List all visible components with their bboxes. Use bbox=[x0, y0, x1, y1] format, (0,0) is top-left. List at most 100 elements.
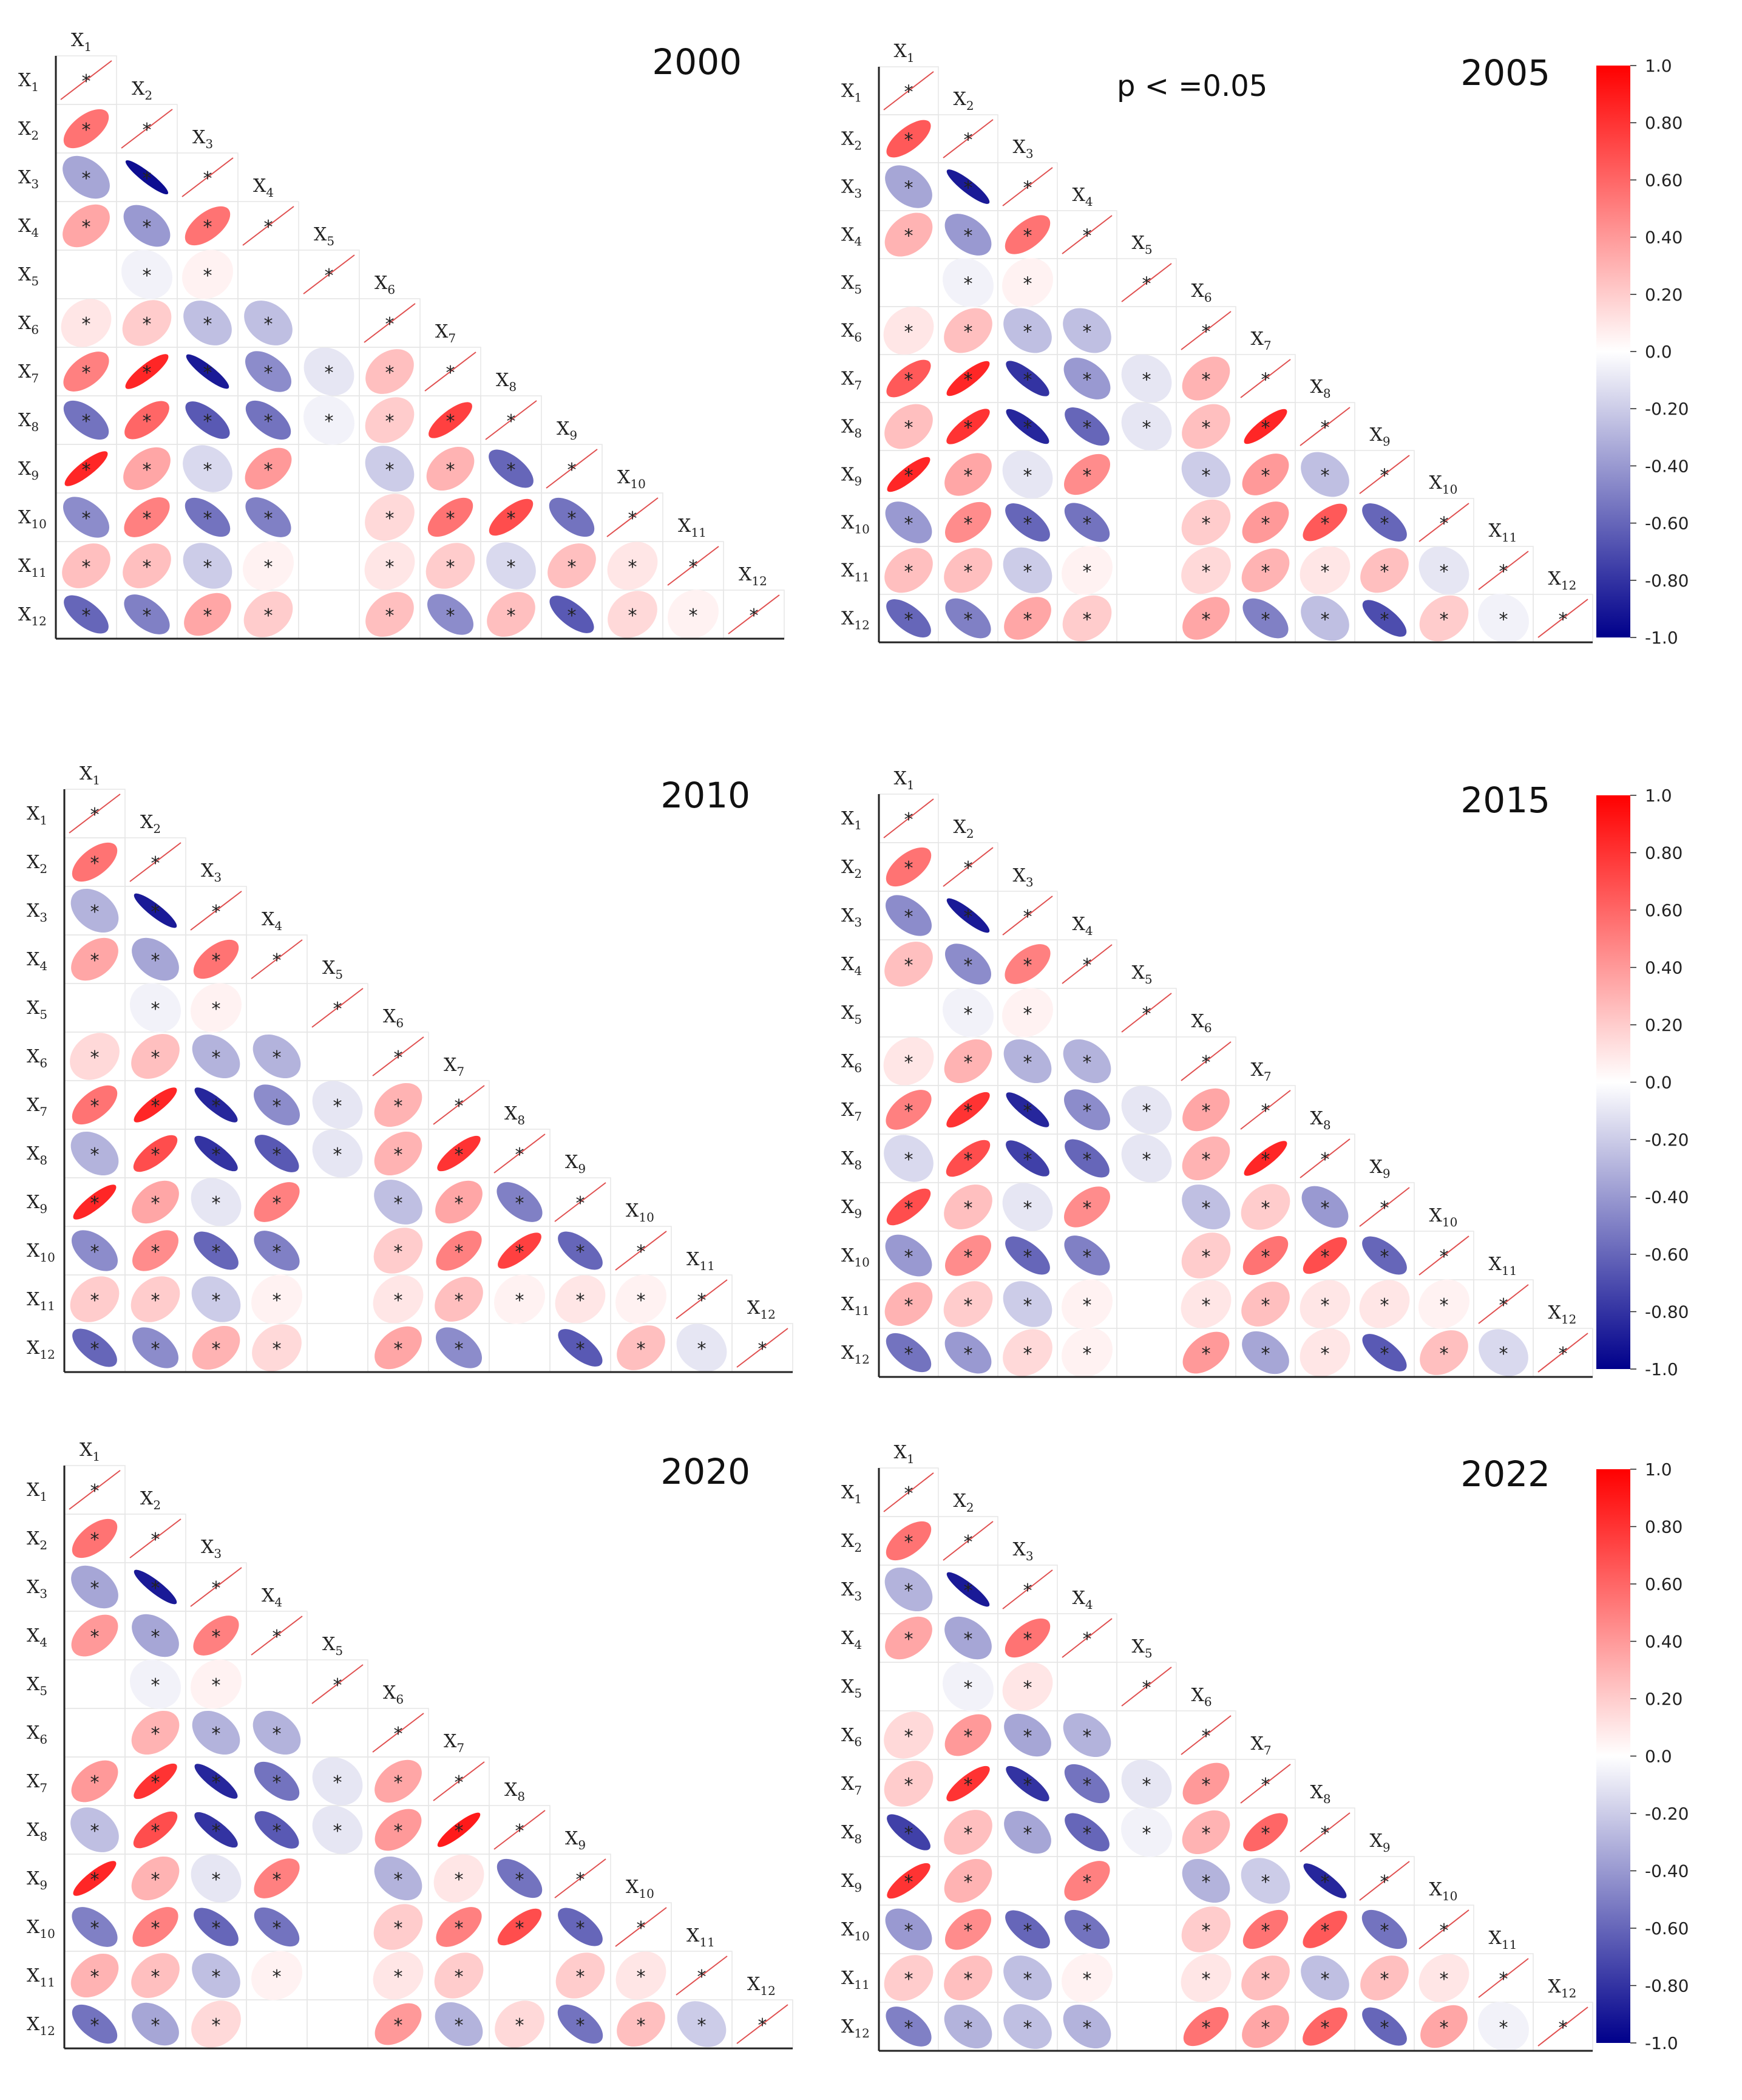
corr-ellipse-X11-X9 bbox=[1359, 1280, 1410, 1328]
corr-ellipse-X3-X1 bbox=[886, 895, 932, 936]
significance-star: * bbox=[697, 1290, 707, 1311]
significance-star: * bbox=[273, 1724, 282, 1745]
col-label-X9: X9 bbox=[1370, 1830, 1391, 1855]
significance-star: * bbox=[1142, 1004, 1151, 1025]
corr-ellipse-X4-X1 bbox=[71, 1614, 118, 1657]
significance-star: * bbox=[1202, 1101, 1211, 1122]
significance-star: * bbox=[1142, 1101, 1151, 1122]
significance-star: * bbox=[515, 1144, 524, 1166]
significance-star: * bbox=[1202, 466, 1211, 487]
significance-star: * bbox=[1440, 610, 1449, 631]
significance-star: * bbox=[964, 1726, 973, 1747]
significance-star: * bbox=[446, 460, 455, 481]
corr-ellipse-X9-X6 bbox=[1182, 1184, 1230, 1229]
corr-ellipse-X3-X2 bbox=[946, 898, 990, 933]
significance-star: * bbox=[90, 1918, 100, 1939]
corr-ellipse-X11-X6 bbox=[373, 1275, 424, 1324]
significance-star: * bbox=[273, 1626, 282, 1648]
row-label-X10: X10 bbox=[27, 1917, 55, 1941]
corr-ellipse-X12-X8 bbox=[1300, 1328, 1351, 1377]
corr-ellipse-X4-X2 bbox=[132, 1614, 179, 1657]
significance-star: * bbox=[964, 1149, 973, 1171]
corr-ellipse-X7-X4 bbox=[1064, 1089, 1110, 1130]
corr-ellipse-X10-X1 bbox=[72, 1907, 118, 1947]
diagonal-line bbox=[251, 1616, 303, 1656]
row-label-X5: X5 bbox=[841, 1002, 862, 1027]
significance-star: * bbox=[446, 362, 455, 384]
corr-ellipse-X7-X2 bbox=[946, 1092, 990, 1128]
diagonal-line bbox=[554, 1858, 606, 1898]
significance-star: * bbox=[507, 557, 516, 578]
diagonal-line bbox=[493, 1133, 546, 1174]
corr-ellipse-X11-X10 bbox=[615, 1951, 666, 2000]
corr-ellipse-X12-X10 bbox=[1420, 1330, 1468, 1375]
significance-star: * bbox=[1499, 610, 1508, 631]
diagonal-line bbox=[883, 71, 934, 110]
corr-ellipse-X12-X9 bbox=[558, 1329, 603, 1367]
row-label-X9: X9 bbox=[841, 1871, 862, 1895]
row-label-X12: X12 bbox=[841, 2016, 870, 2041]
corr-ellipse-X11-X9 bbox=[555, 1952, 605, 1999]
significance-star: * bbox=[90, 1966, 100, 1988]
corr-ellipse-X6-X2 bbox=[122, 300, 172, 346]
significance-star: * bbox=[1559, 610, 1568, 631]
grid-cell bbox=[64, 1708, 126, 1758]
significance-star: * bbox=[628, 508, 637, 529]
colorbar-tick-label: 0.80 bbox=[1645, 1517, 1683, 1537]
significance-star: * bbox=[90, 1869, 100, 1891]
corr-ellipse-X6-X2 bbox=[944, 308, 992, 353]
grid-cell bbox=[1116, 1036, 1177, 1086]
significance-star: * bbox=[212, 1578, 221, 1599]
corr-ellipse-X12-X2 bbox=[132, 2002, 179, 2046]
corr-ellipse-X10-X9 bbox=[549, 497, 595, 537]
diagonal-line bbox=[129, 842, 181, 882]
corr-ellipse-X7-X6 bbox=[1182, 1088, 1230, 1132]
corr-ellipse-X11-X3 bbox=[183, 543, 232, 589]
significance-star: * bbox=[203, 168, 212, 189]
significance-star: * bbox=[515, 1193, 524, 1214]
col-label-X12: X12 bbox=[747, 1297, 776, 1322]
corr-ellipse-X11-X1 bbox=[70, 1276, 120, 1322]
colorbar-tick-label: 0.40 bbox=[1645, 1632, 1683, 1652]
corr-ellipse-X12-X6 bbox=[365, 592, 414, 637]
significance-star: * bbox=[151, 1047, 160, 1069]
colorbar-tick-label: 0.0 bbox=[1645, 342, 1672, 362]
row-label-X7: X7 bbox=[841, 1773, 862, 1798]
row-label-X8: X8 bbox=[841, 1148, 862, 1172]
corr-ellipse-X7-X4 bbox=[254, 1761, 300, 1801]
significance-star: * bbox=[1440, 1246, 1449, 1268]
corr-ellipse-X9-X7 bbox=[433, 1854, 484, 1903]
diagonal-line bbox=[1418, 1909, 1469, 1949]
significance-star: * bbox=[1142, 1149, 1151, 1171]
corr-ellipse-X7-X4 bbox=[254, 1084, 300, 1126]
corr-ellipse-X4-X2 bbox=[944, 214, 992, 256]
corr-ellipse-X9-X8 bbox=[497, 1182, 543, 1222]
significance-star: * bbox=[1023, 1580, 1032, 1602]
significance-star: * bbox=[1261, 1101, 1270, 1122]
corr-ellipse-X10-X9 bbox=[1361, 1909, 1408, 1949]
significance-star: * bbox=[1202, 1344, 1211, 1365]
significance-star: * bbox=[1142, 370, 1151, 391]
significance-star: * bbox=[143, 605, 152, 627]
grid-cell bbox=[1116, 1231, 1177, 1280]
significance-star: * bbox=[1083, 610, 1092, 631]
corr-ellipse-X12-X11 bbox=[1478, 2002, 1529, 2051]
significance-star: * bbox=[212, 1290, 221, 1311]
grid-cell bbox=[1116, 498, 1177, 547]
significance-star: * bbox=[446, 411, 455, 432]
colorbar-tick-label: 0.20 bbox=[1645, 1689, 1683, 1709]
col-label-X3: X3 bbox=[1013, 1539, 1034, 1563]
corr-ellipse-X11-X7 bbox=[435, 1277, 483, 1322]
significance-star: * bbox=[1321, 466, 1330, 487]
corr-ellipse-X8-X1 bbox=[63, 400, 109, 440]
corr-ellipse-X12-X3 bbox=[1003, 1329, 1052, 1376]
significance-star: * bbox=[394, 1290, 403, 1311]
significance-star: * bbox=[151, 853, 160, 874]
significance-star: * bbox=[212, 1918, 221, 1939]
colorbar-tick-label: 1.0 bbox=[1645, 1459, 1672, 1480]
significance-star: * bbox=[151, 1724, 160, 1745]
significance-star: * bbox=[90, 853, 100, 874]
significance-star: * bbox=[151, 1918, 160, 1939]
significance-star: * bbox=[264, 362, 273, 384]
diagonal-line bbox=[1240, 359, 1291, 398]
